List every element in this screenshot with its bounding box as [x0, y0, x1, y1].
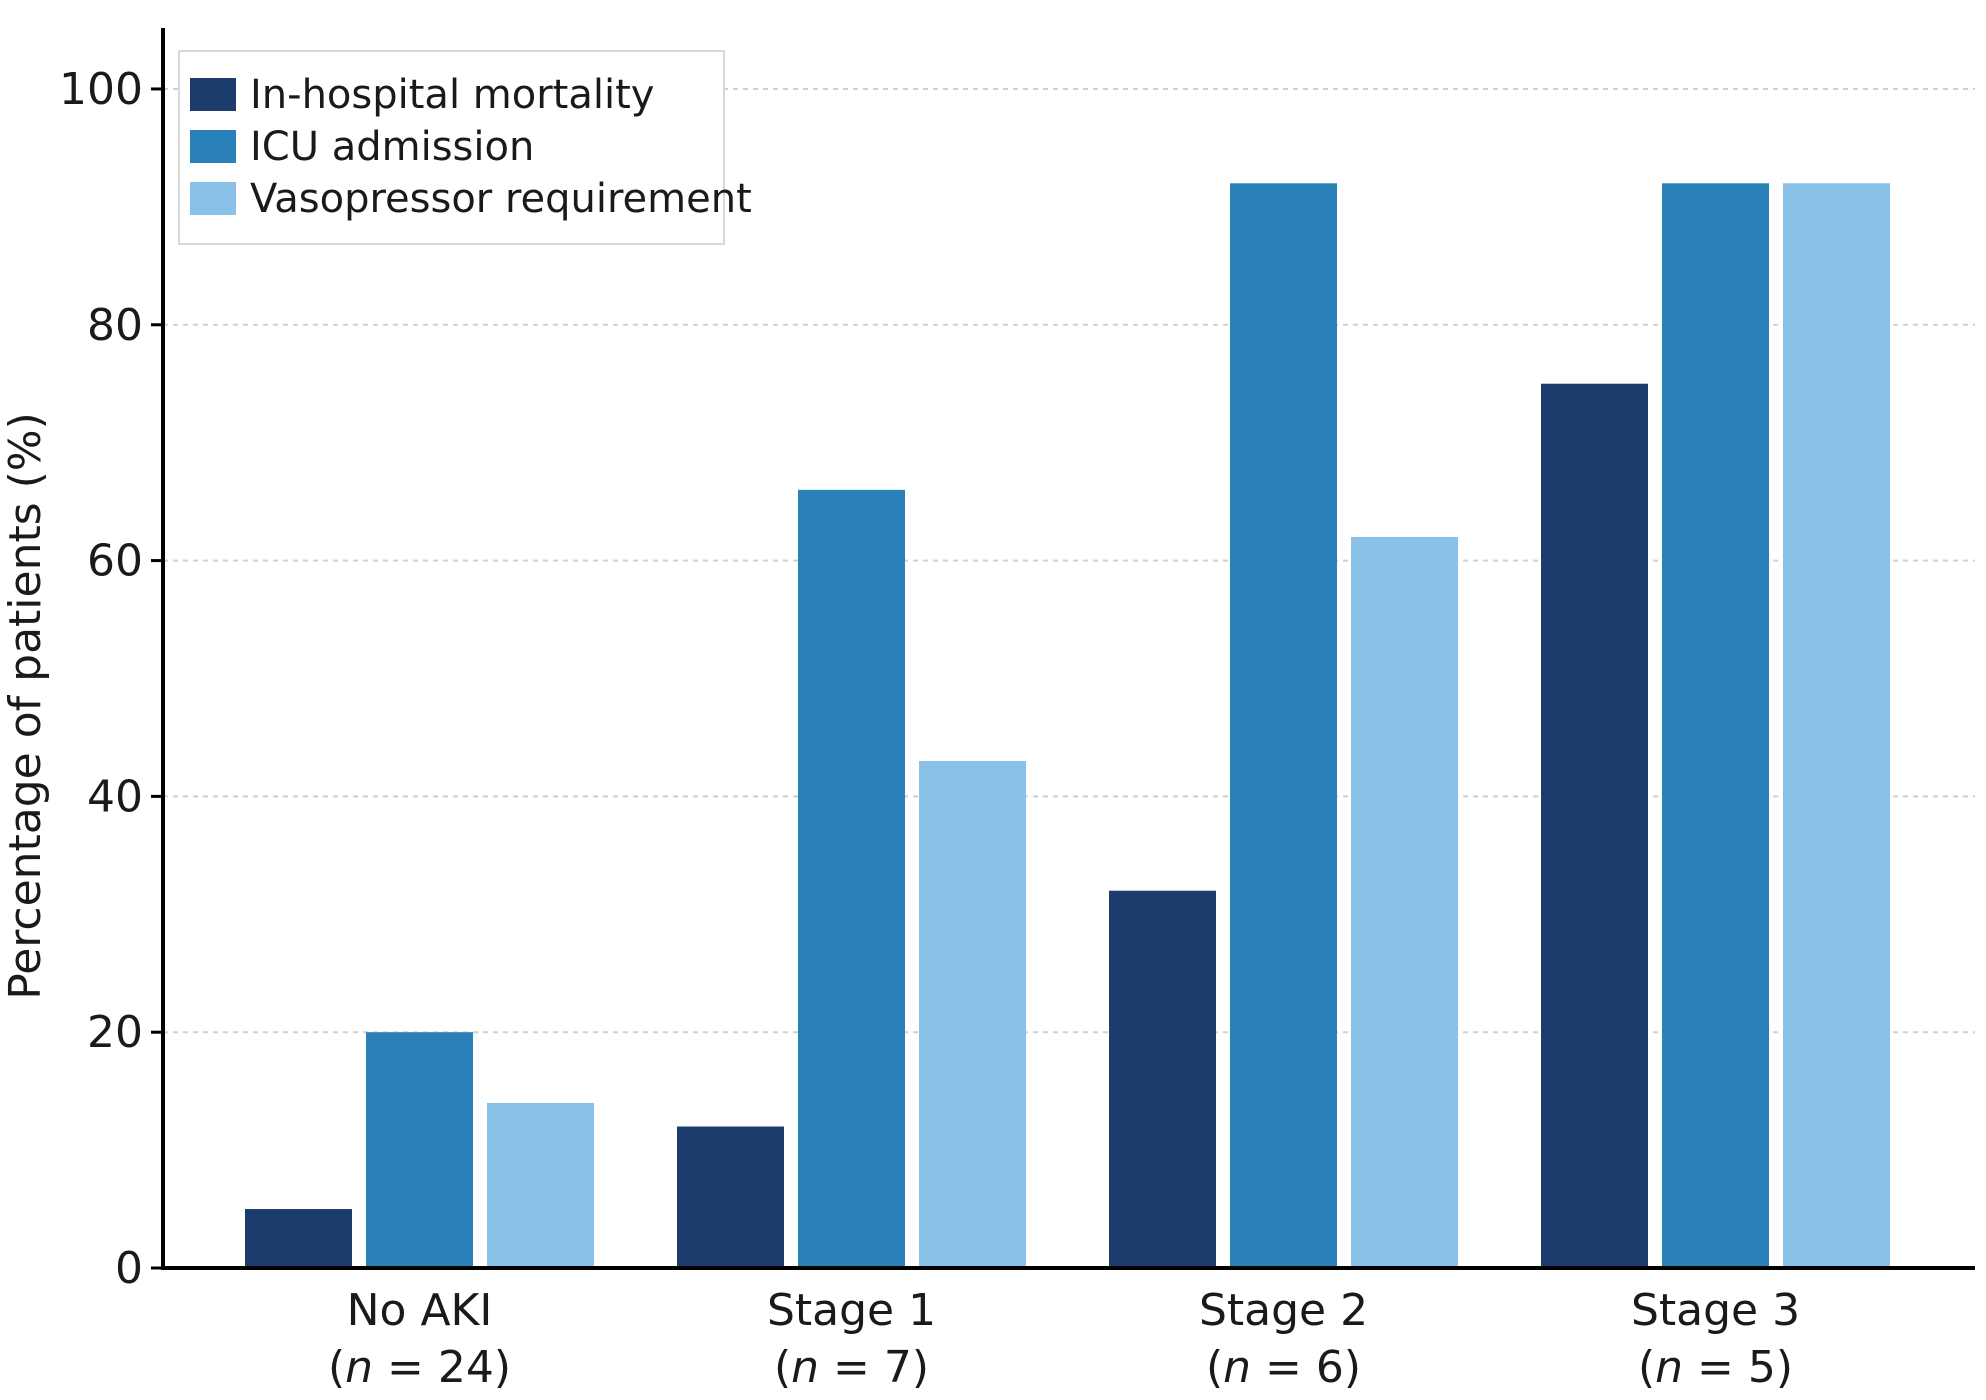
bar-in-hospital-mortality-stage-1 — [677, 1126, 784, 1268]
x-category-n-label: (n = 7) — [774, 1342, 929, 1393]
bar-in-hospital-mortality-no-aki — [245, 1209, 352, 1268]
y-tick-label: 0 — [115, 1243, 143, 1294]
y-axis-ticks: 0 20 40 60 80 100 — [59, 64, 163, 1294]
bar-vasopressor-requirement-stage-3 — [1783, 183, 1890, 1269]
legend-swatch — [190, 130, 236, 163]
y-tick-label: 100 — [59, 64, 143, 115]
x-category-n-label: (n = 5) — [1638, 1342, 1793, 1393]
y-tick-label: 20 — [87, 1007, 143, 1058]
x-category-label: Stage 3 — [1631, 1285, 1800, 1336]
legend-swatch — [190, 182, 236, 215]
y-tick-label: 80 — [87, 300, 143, 351]
bar-vasopressor-requirement-stage-2 — [1351, 536, 1458, 1268]
legend: In-hospital mortality ICU admission Vasopr… — [178, 50, 752, 245]
bar-in-hospital-mortality-stage-3 — [1541, 383, 1648, 1268]
y-axis-title: Percentage of patients (%) — [0, 412, 51, 1000]
legend-swatch — [190, 78, 236, 111]
axes — [161, 28, 1975, 1270]
bars — [245, 183, 1890, 1269]
x-category-label: Stage 2 — [1199, 1285, 1368, 1336]
legend-label: In-hospital mortality — [250, 72, 654, 118]
x-category-label: Stage 1 — [767, 1285, 936, 1336]
x-category-label: No AKI — [347, 1285, 493, 1336]
legend-label: ICU admission — [250, 124, 534, 170]
legend-label: Vasopressor requirement — [250, 176, 752, 222]
bar-icu-admission-stage-2 — [1230, 183, 1337, 1269]
y-tick-label: 40 — [87, 771, 143, 822]
x-axis-labels: No AKI (n = 24) Stage 1 (n = 7) Stage 2 (n = … — [328, 1285, 1800, 1393]
bar-icu-admission-stage-3 — [1662, 183, 1769, 1269]
bar-icu-admission-no-aki — [366, 1032, 473, 1268]
x-category-n-label: (n = 6) — [1206, 1342, 1361, 1393]
legend-box — [178, 50, 725, 245]
bar-vasopressor-requirement-no-aki — [487, 1102, 594, 1268]
bar-vasopressor-requirement-stage-1 — [919, 761, 1026, 1268]
x-category-n-label: (n = 24) — [328, 1342, 511, 1393]
y-tick-label: 60 — [87, 536, 143, 587]
bar-in-hospital-mortality-stage-2 — [1109, 890, 1216, 1268]
bar-icu-admission-stage-1 — [798, 489, 905, 1268]
